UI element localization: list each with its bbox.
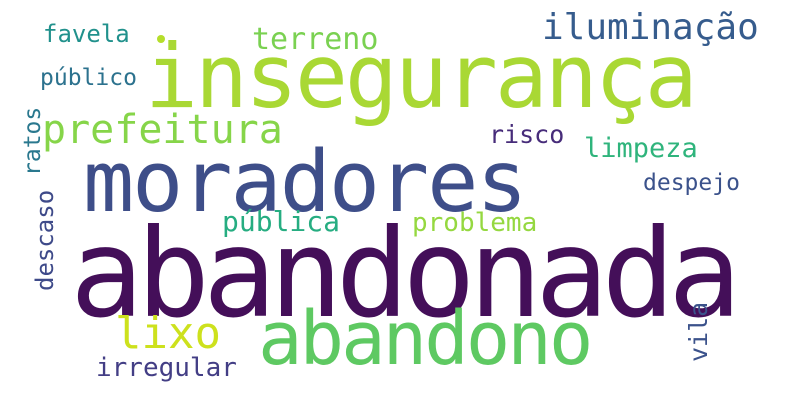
word-ratos: ratos <box>20 106 46 176</box>
word-abandono: abandono <box>258 296 593 382</box>
word-inseguranca: insegurança <box>145 25 698 128</box>
word-limpeza: limpeza <box>584 133 698 164</box>
word-despejo: despejo <box>643 170 740 196</box>
word-problema: problema <box>412 208 538 238</box>
word-prefeitura: prefeitura <box>42 107 283 153</box>
word-publica: pública <box>222 205 341 238</box>
word-abandonada: abandonada <box>70 203 742 345</box>
word-irregular: irregular <box>96 353 237 383</box>
word-descaso: descaso <box>31 189 59 291</box>
word-iluminacao: iluminação <box>542 7 759 48</box>
word-moradores: moradores <box>83 133 528 232</box>
word-publico: público <box>40 65 137 91</box>
word-terreno: terreno <box>252 22 379 57</box>
word-lixo: lixo <box>115 308 221 359</box>
word-favela: favela <box>43 20 130 48</box>
word-risco: risco <box>489 120 565 149</box>
word-vila: vila <box>684 301 713 362</box>
dot-mark <box>157 35 165 43</box>
